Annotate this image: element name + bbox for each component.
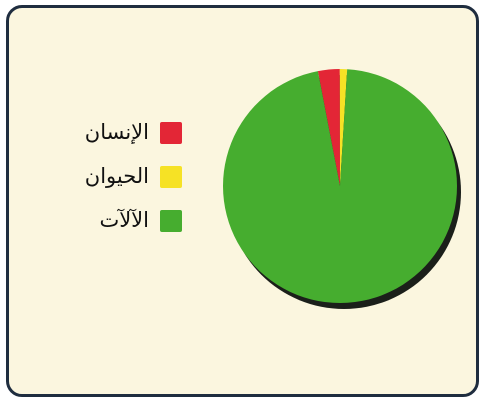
- pie-slice-machines: [222, 69, 457, 303]
- legend-swatch-machines: [160, 210, 182, 232]
- pie-slice-human: [317, 69, 340, 186]
- legend-label-machines: الآلآت: [99, 208, 149, 232]
- legend-item-human: الإنسان: [52, 118, 182, 151]
- legend-label-human: الإنسان: [84, 120, 149, 144]
- legend-label-animal: الحيوان: [84, 164, 149, 188]
- legend-swatch-animal: [160, 166, 182, 188]
- legend-swatch-human: [160, 122, 182, 144]
- pie-slices: [222, 69, 461, 309]
- legend: الإنسان الحيوان الآلآت: [52, 118, 182, 250]
- legend-item-animal: الحيوان: [52, 162, 182, 195]
- legend-item-machines: الآلآت: [52, 206, 182, 239]
- pie-slice-animal: [339, 69, 348, 186]
